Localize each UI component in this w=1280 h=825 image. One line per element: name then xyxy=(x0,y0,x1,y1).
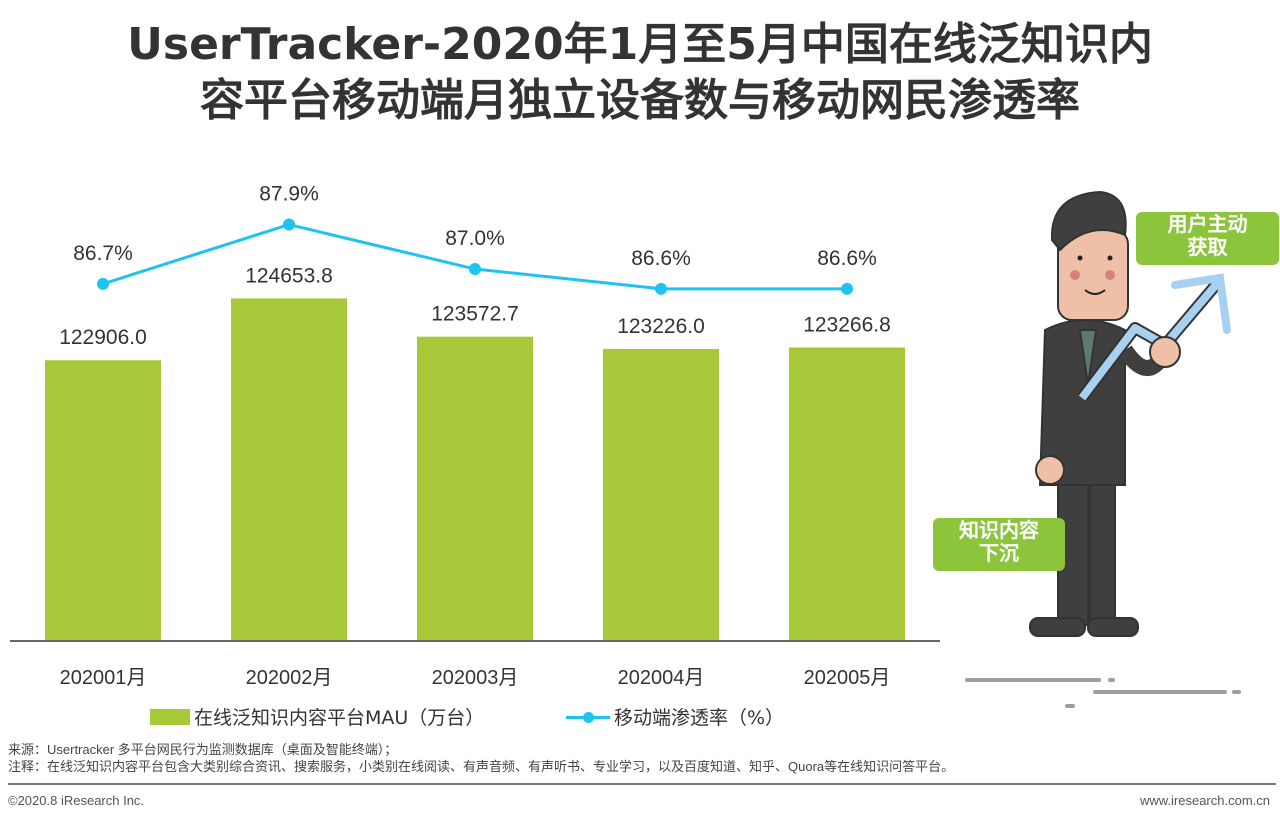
tag-top-line-2: 获取 xyxy=(1187,235,1228,259)
tag-bottom-line-1: 知识内容 xyxy=(959,518,1039,542)
x-tick-label-1: 202001月 xyxy=(60,667,147,689)
line-point-3 xyxy=(469,263,481,276)
businessman-illustration xyxy=(965,190,1241,708)
line-point-2 xyxy=(283,218,295,231)
bar-4 xyxy=(603,348,719,640)
tag-content-sinking: 知识内容 下沉 xyxy=(933,518,1065,571)
bar-2 xyxy=(231,298,347,640)
website-link[interactable]: www.iresearch.com.cn xyxy=(1139,793,1270,808)
line-value-label-5: 86.6% xyxy=(817,247,877,270)
legend-item-mau: 在线泛知识内容平台MAU（万台） xyxy=(150,703,484,730)
legend-swatch-line xyxy=(566,707,610,727)
line-value-label-1: 86.7% xyxy=(73,242,133,265)
bar-value-label-5: 123266.8 xyxy=(803,313,891,336)
bar-1 xyxy=(45,360,161,640)
bar-value-label-3: 123572.7 xyxy=(431,303,519,326)
tag-user-acquisition: 用户主动 获取 xyxy=(1136,212,1279,265)
bar-value-label-4: 123226.0 xyxy=(617,315,705,338)
x-tick-label-3: 202003月 xyxy=(432,667,519,689)
bar-3 xyxy=(417,336,533,640)
source-note: 来源：Usertracker 多平台网民行为监测数据库（桌面及智能终端）； xyxy=(8,742,398,757)
line-value-label-3: 87.0% xyxy=(445,227,505,250)
line-value-label-4: 86.6% xyxy=(631,247,691,270)
tag-bottom-line-2: 下沉 xyxy=(979,541,1019,565)
remark-note: 注释：在线泛知识内容平台包含大类别综合资讯、搜索服务，小类别在线阅读、有声音频、… xyxy=(8,759,955,774)
tag-top-line-1: 用户主动 xyxy=(1167,212,1248,236)
line-point-4 xyxy=(655,282,667,295)
bar-value-label-2: 124653.8 xyxy=(245,264,333,287)
footer-divider xyxy=(8,783,1276,785)
chart-title-line-1: UserTracker-2020年1月至5月中国在线泛知识内 xyxy=(127,19,1153,70)
x-tick-label-5: 202005月 xyxy=(804,667,891,689)
chart-title-line-2: 容平台移动端月独立设备数与移动网民渗透率 xyxy=(200,75,1080,126)
legend-label-mau: 在线泛知识内容平台MAU（万台） xyxy=(194,707,485,729)
bar-value-label-1: 122906.0 xyxy=(59,326,147,349)
decorative-lines-icon xyxy=(965,678,1241,708)
x-tick-label-4: 202004月 xyxy=(618,667,705,689)
x-tick-label-2: 202002月 xyxy=(246,667,333,689)
line-point-5 xyxy=(841,282,853,295)
legend-label-penetration: 移动端渗透率（%） xyxy=(614,707,785,729)
combo-chart: 122906.0 202001月 124653.8 202002月 123572.7 20… xyxy=(10,183,940,689)
bar-5 xyxy=(789,347,905,640)
copyright: ©2020.8 iResearch Inc. xyxy=(8,793,145,808)
line-value-label-2: 87.9% xyxy=(259,183,319,206)
legend-item-penetration: 移动端渗透率（%） xyxy=(566,703,784,730)
legend-swatch-bar xyxy=(150,708,190,725)
line-point-1 xyxy=(97,277,109,290)
